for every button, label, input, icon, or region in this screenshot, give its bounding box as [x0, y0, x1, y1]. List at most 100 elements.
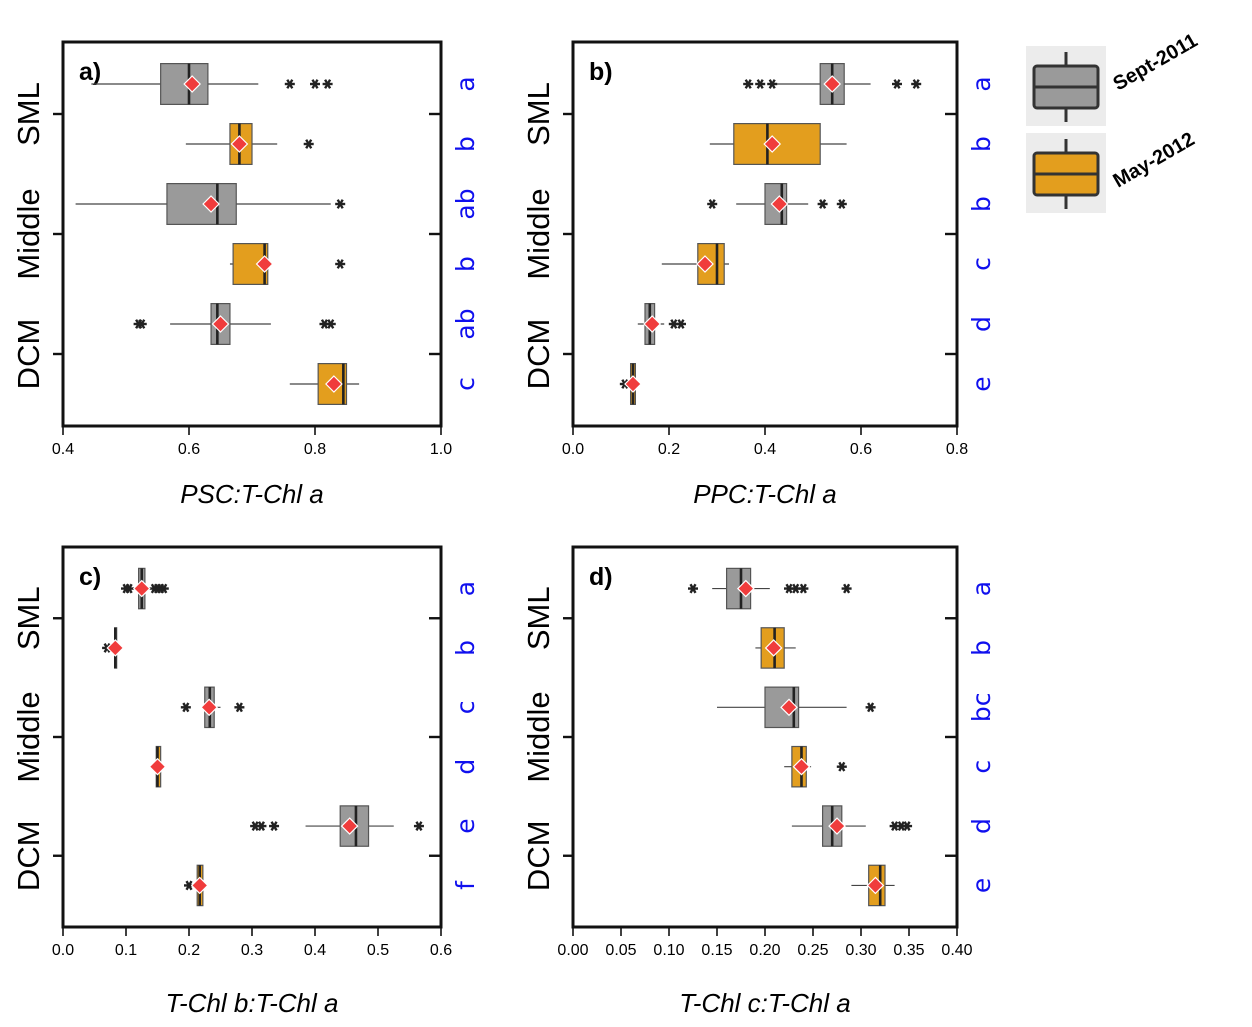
significance-letter: f: [451, 880, 480, 890]
x-tick-label: 0.15: [701, 942, 732, 959]
box-middle-sept: [180, 686, 245, 729]
significance-letter: c: [451, 377, 480, 391]
box-middle-may: [661, 243, 729, 286]
mean-marker: [764, 639, 783, 657]
panel-label: b): [589, 58, 613, 86]
x-tick-label: 0.4: [52, 441, 74, 458]
significance-letter: e: [451, 818, 480, 833]
mean-marker: [770, 195, 789, 213]
outlier-point: [413, 821, 424, 831]
box-middle-may: [784, 745, 847, 788]
outlier-point: [836, 199, 847, 209]
y-group-label-dcm: DCM: [521, 319, 556, 390]
outlier-point: [284, 79, 295, 89]
y-group-label-sml: SML: [521, 586, 556, 650]
box-middle-may: [148, 745, 167, 788]
significance-letter: d: [451, 759, 480, 775]
box-sml-may: [755, 627, 796, 669]
box-middle-sept: [75, 183, 346, 226]
mean-marker: [866, 876, 885, 895]
outlier-point: [841, 583, 852, 594]
mean-marker: [132, 579, 151, 598]
box-dcm-may: [619, 363, 642, 406]
x-tick-label: 0.00: [557, 942, 588, 959]
y-group-label-middle: Middle: [521, 691, 556, 782]
mean-marker: [792, 757, 811, 776]
mean-marker: [106, 639, 125, 657]
panel-label: d): [589, 563, 613, 591]
significance-letter: a: [451, 76, 480, 91]
y-group-label-middle: Middle: [11, 691, 46, 782]
significance-letter: c: [967, 257, 996, 271]
y-group-label-sml: SML: [11, 586, 46, 650]
outlier-point: [836, 761, 847, 772]
y-group-label-dcm: DCM: [11, 319, 46, 390]
outlier-point: [767, 79, 778, 89]
box-sml-may: [709, 122, 847, 165]
box-dcm-sept: [637, 303, 686, 346]
outlier-point: [234, 702, 245, 713]
significance-letter: d: [967, 316, 996, 332]
significance-letter: b: [451, 640, 480, 656]
outlier-point: [335, 259, 346, 269]
significance-letter: d: [967, 818, 996, 834]
significance-letter: a: [967, 581, 996, 596]
y-group-label-dcm: DCM: [521, 820, 556, 891]
significance-letter: c: [451, 700, 480, 714]
mean-marker: [828, 817, 846, 835]
mean-marker: [643, 315, 662, 333]
significance-letter: e: [967, 878, 996, 893]
box-middle-may: [229, 243, 346, 286]
x-tick-label: 0.4: [754, 441, 776, 458]
x-tick-label: 0.2: [658, 441, 680, 458]
x-tick-label: 0.6: [178, 441, 200, 458]
y-group-label-sml: SML: [11, 82, 46, 146]
outlier-point: [688, 583, 698, 594]
outlier-point: [269, 821, 280, 831]
outlier-point: [335, 199, 346, 209]
mean-marker: [190, 876, 209, 895]
plot-frame: [571, 545, 959, 929]
box-dcm-may: [184, 864, 209, 907]
mean-marker: [183, 75, 201, 93]
x-tick-label: 0.0: [562, 441, 584, 458]
box-middle-sept: [707, 183, 847, 226]
significance-letter: c: [967, 760, 996, 774]
y-group-label-sml: SML: [521, 82, 556, 146]
x-tick-label: 0.1: [115, 942, 137, 959]
x-tick-label: 0.3: [241, 942, 263, 959]
x-tick-label: 0.40: [941, 942, 972, 959]
outlier-point: [707, 199, 718, 209]
x-axis-title: T-Chl c:T-Chl a: [679, 988, 850, 1018]
x-tick-label: 0.2: [178, 942, 200, 959]
outlier-point: [322, 79, 333, 89]
outlier-point: [256, 821, 267, 831]
box-sml-may: [102, 627, 125, 669]
legend: Sept-2011 May-2012: [1026, 30, 1201, 213]
significance-letter: b: [967, 640, 996, 656]
mean-marker: [696, 255, 714, 273]
outlier-point: [136, 319, 147, 329]
box-sml-may: [185, 122, 314, 165]
outlier-point: [310, 79, 320, 89]
outlier-point: [303, 139, 314, 149]
mean-marker: [202, 195, 220, 213]
outlier-point: [902, 821, 913, 831]
panel-2: SML Middle DCM 0.0 0.2 0.4 0.6 0.8 PPC:T-Chl a b)…: [521, 40, 996, 509]
significance-letter: a: [967, 76, 996, 91]
x-axis-title: T-Chl b:T-Chl a: [166, 988, 339, 1018]
plot-frame: [61, 545, 443, 929]
significance-letter: b: [967, 196, 996, 212]
panel-3: SML Middle DCM 0.0 0.1 0.2 0.3 0.4 0.5 0.6 T-Chl b…: [11, 545, 480, 1018]
mean-marker: [200, 698, 219, 717]
box-dcm-sept: [791, 805, 913, 847]
x-tick-label: 0.20: [749, 942, 780, 959]
mean-marker: [624, 375, 642, 393]
box-dcm-may: [851, 864, 895, 907]
legend-label-may: May-2012: [1110, 128, 1199, 192]
x-tick-label: 0.35: [893, 942, 924, 959]
box-sml-sept: [121, 567, 169, 610]
mean-marker: [736, 579, 755, 598]
